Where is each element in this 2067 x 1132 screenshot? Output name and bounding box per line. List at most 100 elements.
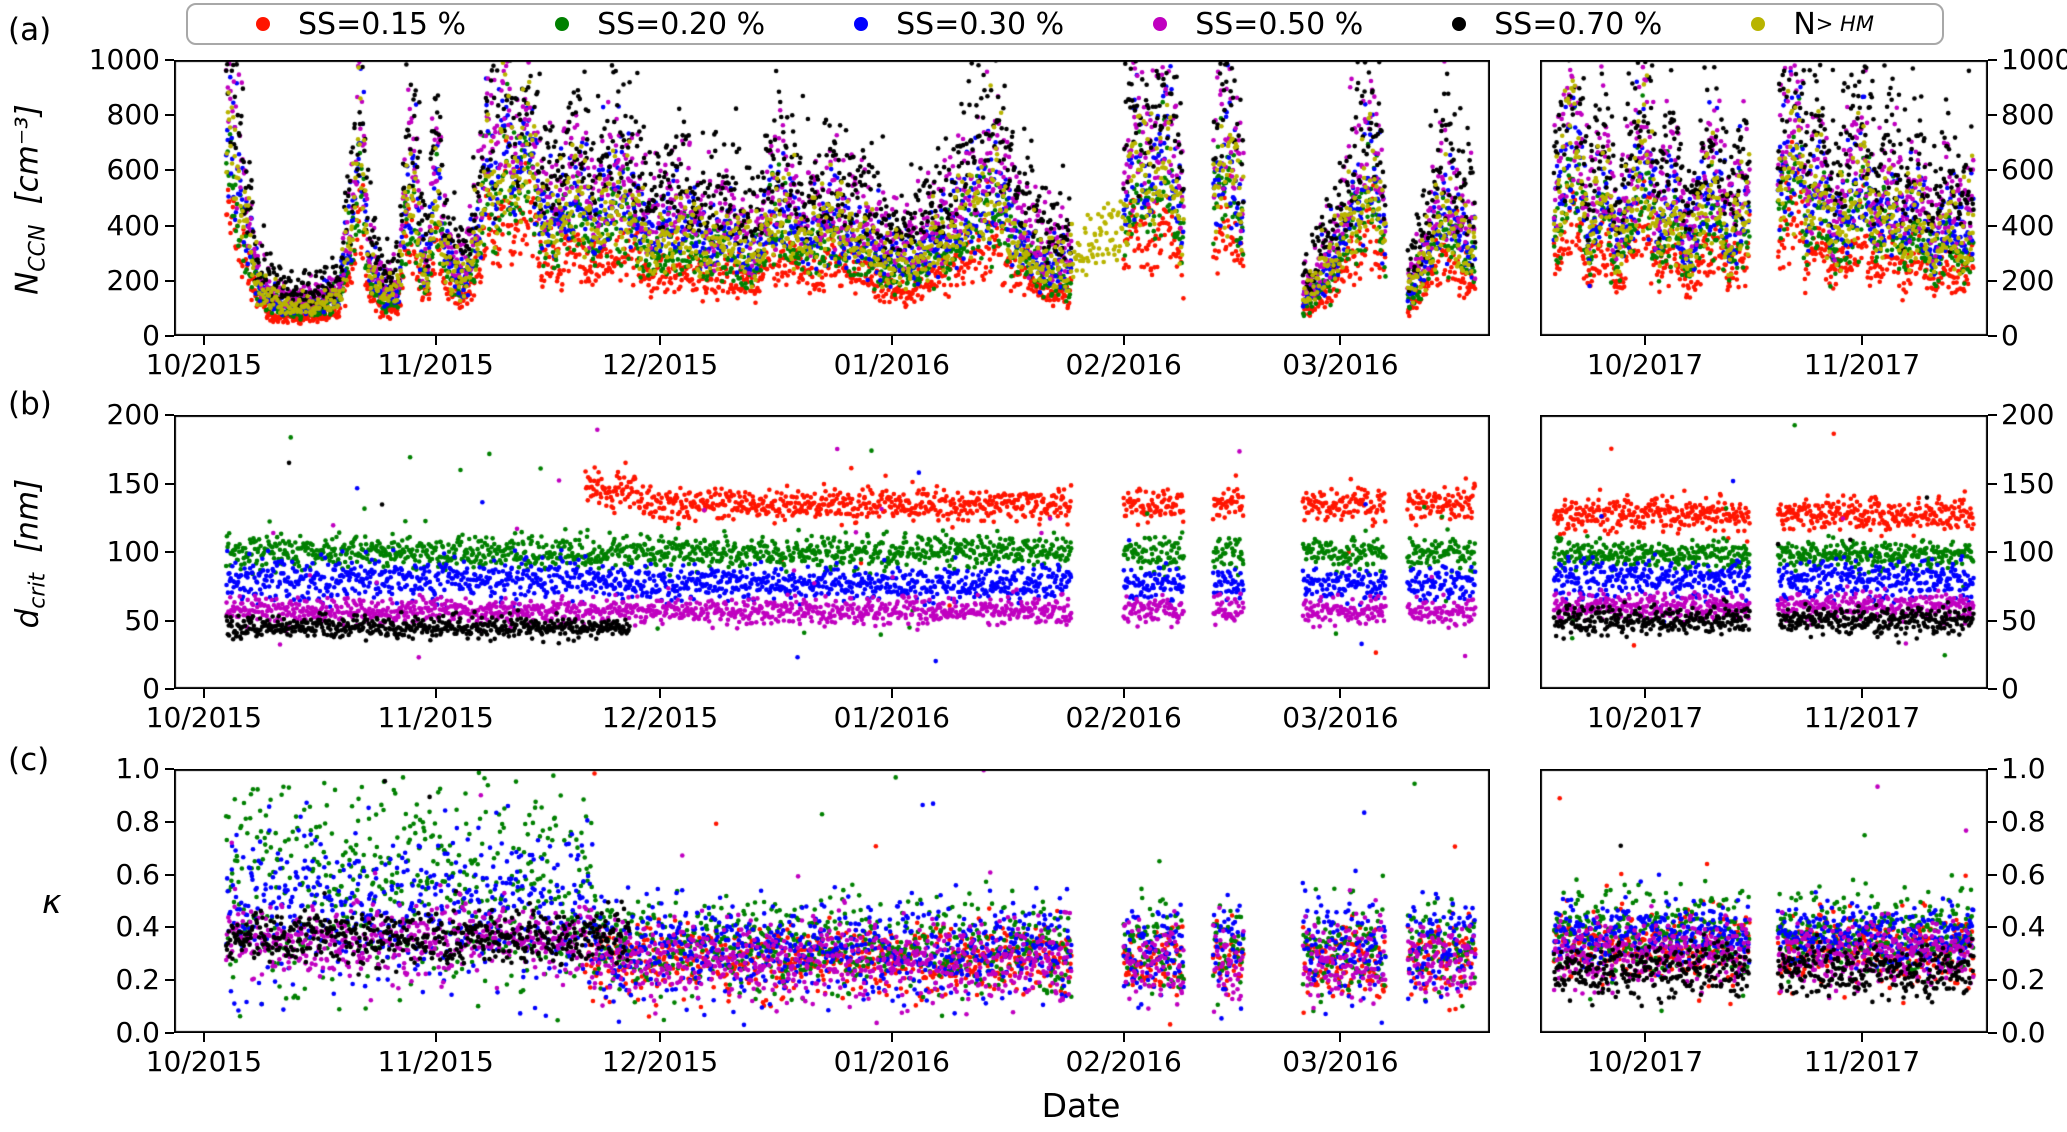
x-tick-label: 10/2017 xyxy=(1586,348,1704,381)
x-tick-mark xyxy=(434,689,437,698)
y-tick-mark xyxy=(1988,224,1997,227)
x-tick-label: 11/2017 xyxy=(1803,701,1921,734)
y-tick-label: 600 xyxy=(106,153,160,187)
panel-label-c: (c) xyxy=(8,742,50,778)
x-tick-mark xyxy=(890,689,893,698)
y-tick-label: 100 xyxy=(106,535,160,568)
y-tick-label: 0.8 xyxy=(115,804,160,838)
y-tick-mark xyxy=(165,873,174,876)
x-tick-mark xyxy=(659,336,662,345)
y-tick-mark xyxy=(165,820,174,823)
y-tick-label: 150 xyxy=(2001,466,2055,500)
x-tick-label: 10/2015 xyxy=(145,1045,263,1078)
y-tick-mark xyxy=(165,169,174,172)
y-tick-mark xyxy=(1988,820,1997,823)
y-tick-label: 0.0 xyxy=(115,1016,160,1049)
legend-marker-icon xyxy=(1452,17,1467,31)
x-tick-label: 03/2016 xyxy=(1282,1045,1399,1078)
legend-label: N xyxy=(1793,6,1816,42)
legend-marker-icon xyxy=(1751,17,1766,31)
y-tick-mark xyxy=(1988,979,1997,982)
legend: SS=0.15 % SS=0.20 % SS=0.30 % SS=0.50 % … xyxy=(186,3,1944,45)
y-tick-mark xyxy=(1988,926,1997,929)
panel-label-b: (b) xyxy=(8,386,52,422)
x-tick-mark xyxy=(890,336,893,345)
y-axis-unit: [cm⁻³] xyxy=(9,104,46,205)
x-tick-label: 02/2016 xyxy=(1065,701,1182,734)
y-tick-label: 800 xyxy=(106,98,160,132)
x-tick-label: 02/2016 xyxy=(1065,348,1182,381)
y-tick-label: 600 xyxy=(2001,153,2055,187)
y-axis-title-dcrit: dcrit [nm] xyxy=(9,344,50,764)
y-axis-symbol: κ xyxy=(42,882,62,921)
y-tick-mark xyxy=(165,551,174,553)
plot-canvas-a-left xyxy=(174,60,1490,336)
y-tick-mark xyxy=(1988,114,1997,117)
y-tick-label: 800 xyxy=(2001,98,2055,132)
x-tick-label: 12/2015 xyxy=(601,348,719,381)
y-tick-mark xyxy=(165,59,174,61)
y-tick-label: 400 xyxy=(2001,208,2055,242)
legend-marker-icon xyxy=(256,17,270,31)
y-tick-mark xyxy=(1988,279,1997,282)
y-tick-mark xyxy=(165,926,174,929)
y-tick-mark xyxy=(1988,688,1997,690)
y-tick-label: 0.4 xyxy=(115,910,160,944)
y-tick-mark xyxy=(1988,768,1997,770)
x-tick-label: 12/2015 xyxy=(601,701,719,734)
plot-canvas-b-right xyxy=(1540,415,1988,689)
x-tick-mark xyxy=(1339,336,1342,345)
y-tick-label: 0.2 xyxy=(2001,963,2046,997)
plot-canvas-b-left xyxy=(174,415,1490,689)
y-tick-mark xyxy=(165,768,174,770)
legend-label-sub: > HM xyxy=(1815,12,1874,36)
plot-canvas-c-right xyxy=(1540,769,1988,1033)
y-tick-mark xyxy=(1988,873,1997,876)
y-tick-mark xyxy=(165,335,174,337)
y-tick-label: 0.0 xyxy=(2001,1016,2046,1049)
y-tick-label: 0.6 xyxy=(115,857,160,891)
y-tick-mark xyxy=(1988,482,1997,485)
legend-item: SS=0.20 % xyxy=(555,7,765,42)
y-tick-label: 200 xyxy=(106,398,160,431)
y-axis-subscript: crit xyxy=(25,572,51,609)
x-tick-label: 02/2016 xyxy=(1065,1045,1182,1078)
x-tick-label: 10/2015 xyxy=(145,348,263,381)
y-tick-mark xyxy=(165,414,174,416)
y-axis-symbol: d xyxy=(9,608,46,629)
legend-label: SS=0.20 % xyxy=(597,6,766,42)
x-tick-mark xyxy=(1339,689,1342,698)
y-tick-mark xyxy=(165,279,174,282)
x-axis-title: Date xyxy=(1041,1086,1121,1125)
y-tick-label: 100 xyxy=(2001,535,2055,568)
legend-item: SS=0.30 % xyxy=(854,7,1064,42)
y-tick-label: 200 xyxy=(2001,398,2055,431)
y-tick-label: 0.4 xyxy=(2001,910,2046,944)
y-tick-mark xyxy=(1988,619,1997,622)
x-tick-label: 10/2015 xyxy=(145,701,263,734)
x-tick-label: 11/2015 xyxy=(377,701,494,734)
legend-label: SS=0.50 % xyxy=(1195,6,1364,42)
x-tick-mark xyxy=(1644,1033,1646,1042)
x-tick-mark xyxy=(434,336,437,345)
x-tick-mark xyxy=(1644,689,1646,698)
y-tick-label: 50 xyxy=(2001,603,2037,637)
x-tick-mark xyxy=(890,1033,893,1042)
panel-label-a: (a) xyxy=(8,12,52,48)
x-tick-mark xyxy=(1122,689,1125,698)
plot-canvas-a-right xyxy=(1540,60,1988,336)
y-tick-mark xyxy=(1988,59,1997,61)
legend-item: N > HM xyxy=(1751,7,1874,42)
x-tick-mark xyxy=(202,689,205,698)
x-tick-label: 01/2016 xyxy=(833,1045,950,1078)
x-tick-mark xyxy=(202,336,205,345)
x-tick-label: 10/2017 xyxy=(1586,1045,1704,1078)
y-axis-subscript: CCN xyxy=(25,224,51,272)
x-tick-mark xyxy=(434,1033,437,1042)
legend-item: SS=0.50 % xyxy=(1153,7,1363,42)
y-tick-label: 0.2 xyxy=(115,963,160,997)
legend-item: SS=0.15 % xyxy=(256,7,466,42)
x-tick-mark xyxy=(1122,336,1125,345)
legend-marker-icon xyxy=(854,17,869,31)
